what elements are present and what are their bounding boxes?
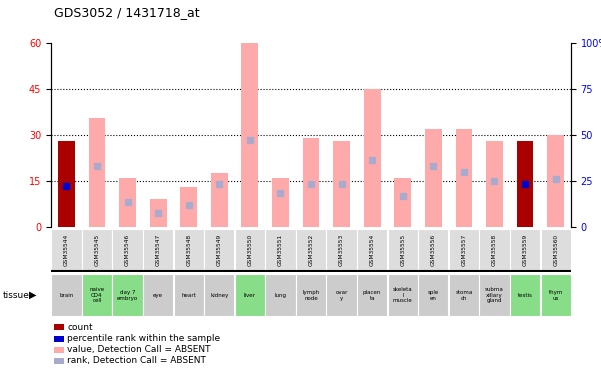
Bar [88,118,105,227]
Bar [143,274,173,316]
Text: lymph
node: lymph node [302,290,320,300]
Bar [174,229,204,272]
Text: GSM35551: GSM35551 [278,234,283,266]
Text: thym
us: thym us [549,290,563,300]
Bar [480,274,510,316]
Text: value, Detection Call = ABSENT: value, Detection Call = ABSENT [67,345,211,354]
Text: GSM35559: GSM35559 [523,234,528,266]
Bar [364,89,380,227]
Bar [418,274,448,316]
Text: day 7
embryо: day 7 embryо [117,290,138,300]
Text: GSM35546: GSM35546 [125,234,130,266]
Text: testis: testis [517,293,532,298]
Text: count: count [67,322,93,332]
Text: GSM35560: GSM35560 [553,234,558,266]
Text: GDS3052 / 1431718_at: GDS3052 / 1431718_at [54,6,200,19]
Bar [548,135,564,227]
Text: brain: brain [59,293,73,298]
Bar [540,274,571,316]
Text: heart: heart [182,293,196,298]
Bar [510,229,540,272]
Bar [235,274,265,316]
Bar [388,274,418,316]
Bar [449,229,479,272]
Bar [425,129,442,227]
Text: GSM35554: GSM35554 [370,234,374,266]
Text: rank, Detection Call = ABSENT: rank, Detection Call = ABSENT [67,356,206,365]
Bar [326,229,357,272]
Text: GSM35550: GSM35550 [248,234,252,266]
Bar [394,178,411,227]
Bar [235,229,265,272]
Text: percentile rank within the sample: percentile rank within the sample [67,334,221,343]
Bar [150,200,166,227]
Bar [58,141,75,227]
Bar [119,178,136,227]
Bar [265,274,296,316]
Text: GSM35545: GSM35545 [94,234,99,266]
Bar [204,274,234,316]
Bar [480,229,510,272]
Text: GSM35558: GSM35558 [492,234,497,266]
Text: placen
ta: placen ta [363,290,382,300]
Text: GSM35548: GSM35548 [186,234,191,266]
Bar [418,229,448,272]
Bar [326,274,357,316]
Bar [180,187,197,227]
Text: GSM35555: GSM35555 [400,234,405,266]
Bar [449,274,479,316]
Text: GSM35557: GSM35557 [462,234,466,266]
Bar [540,229,571,272]
Text: GSM35549: GSM35549 [217,234,222,266]
Text: liver: liver [244,293,256,298]
Bar [296,274,326,316]
Bar [211,173,228,227]
Bar [517,141,534,227]
Text: lung: lung [275,293,287,298]
Text: GSM35556: GSM35556 [431,234,436,266]
Bar [357,229,387,272]
Bar [51,229,82,272]
Text: kidney: kidney [210,293,228,298]
Text: GSM35544: GSM35544 [64,234,69,266]
Bar [112,274,142,316]
Bar [204,229,234,272]
Text: GSM35553: GSM35553 [339,234,344,266]
Bar [82,229,112,272]
Bar [388,229,418,272]
Text: ovar
y: ovar y [335,290,348,300]
Text: subma
xillary
gland: subma xillary gland [485,287,504,303]
Text: sple
en: sple en [428,290,439,300]
Text: stoma
ch: stoma ch [455,290,472,300]
Bar [486,141,503,227]
Bar [143,229,173,272]
Bar [174,274,204,316]
Bar [357,274,387,316]
Bar [82,274,112,316]
Bar [265,229,296,272]
Text: skeleta
l
muscle: skeleta l muscle [393,287,413,303]
Bar [296,229,326,272]
Bar [510,274,540,316]
Text: tissue: tissue [3,291,30,300]
Text: naive
CD4
cell: naive CD4 cell [90,287,105,303]
Bar [303,138,319,227]
Bar [333,141,350,227]
Bar [112,229,142,272]
Bar [456,129,472,227]
Text: GSM35552: GSM35552 [308,234,314,266]
Text: GSM35547: GSM35547 [156,234,160,266]
Bar [272,178,289,227]
Text: ▶: ▶ [29,290,36,300]
Bar [242,43,258,227]
Bar [51,274,82,316]
Text: eye: eye [153,293,163,298]
